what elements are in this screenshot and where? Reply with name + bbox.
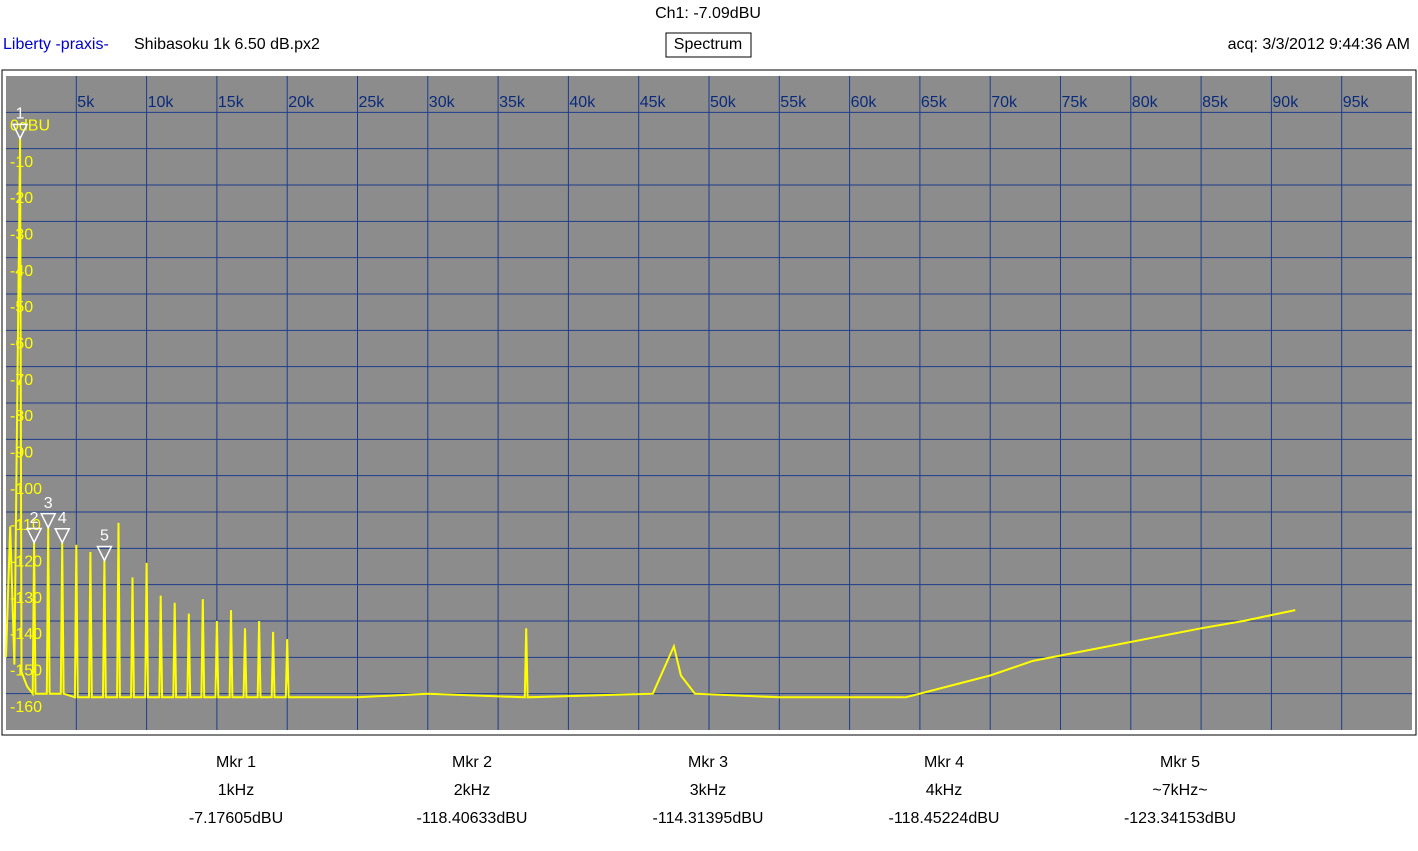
marker-value: -7.17605dBU: [189, 810, 283, 827]
y-tick-label: -10: [10, 154, 33, 171]
marker-value: -114.31395dBU: [653, 810, 764, 827]
y-tick-label: -20: [10, 190, 33, 207]
marker-name: Mkr 5: [1160, 754, 1200, 771]
marker-frequency: ~7kHz~: [1152, 782, 1207, 799]
channel-readout: Ch1: -7.09dBU: [655, 5, 761, 22]
x-tick-label: 45k: [640, 94, 667, 111]
acquired: acq: 3/3/2012 9:44:36 AM: [1228, 36, 1410, 53]
marker-value: -123.34153dBU: [1124, 810, 1236, 827]
spectrum-trace: [5, 138, 1296, 699]
x-tick-label: 85k: [1202, 94, 1229, 111]
x-tick-label: 50k: [710, 94, 737, 111]
marker: [25, 527, 43, 545]
marker-number: 2: [30, 510, 39, 527]
x-tick-label: 70k: [991, 94, 1018, 111]
y-tick-label: -40: [10, 263, 33, 280]
marker-name: Mkr 4: [924, 754, 964, 771]
marker-frequency: 2kHz: [454, 782, 490, 799]
x-tick-label: 95k: [1343, 94, 1370, 111]
marker: [54, 527, 71, 545]
y-tick-label: -50: [10, 299, 33, 316]
x-tick-label: 5k: [77, 94, 95, 111]
marker-name: Mkr 1: [216, 754, 256, 771]
marker-name: Mkr 2: [452, 754, 492, 771]
x-tick-label: 80k: [1132, 94, 1159, 111]
mode-box[interactable]: [665, 32, 752, 58]
marker: [96, 545, 113, 563]
x-tick-label: 90k: [1272, 94, 1299, 111]
x-tick-label: 10k: [148, 94, 175, 111]
x-tick-label: 75k: [1062, 94, 1089, 111]
marker-name: Mkr 3: [688, 754, 728, 771]
marker: [39, 512, 57, 530]
marker-frequency: 3kHz: [690, 782, 726, 799]
y-tick-label: -160: [10, 699, 42, 716]
marker-frequency: 4kHz: [926, 782, 962, 799]
y-tick-label: -110: [10, 517, 41, 534]
marker-frequency: 1kHz: [218, 782, 254, 799]
marker-value: -118.45224dBU: [889, 810, 1000, 827]
x-tick-label: 25k: [359, 94, 386, 111]
x-tick-label: 40k: [569, 94, 596, 111]
x-tick-label: 20k: [288, 94, 315, 111]
x-tick-label: 60k: [851, 94, 878, 111]
brand: Liberty -praxis-: [3, 36, 109, 53]
x-tick-label: 30k: [429, 94, 456, 111]
y-tick-label: -150: [10, 663, 42, 680]
mode[interactable]: Spectrum: [674, 36, 742, 53]
x-tick-label: 15k: [218, 94, 245, 111]
x-tick-label: 65k: [921, 94, 948, 111]
marker-number: 5: [100, 528, 109, 545]
marker-number: 3: [44, 495, 53, 512]
y-tick-label: 0dBU: [10, 118, 50, 135]
x-tick-label: 35k: [499, 94, 526, 111]
marker-value: -118.40633dBU: [417, 810, 528, 827]
y-tick-label: -100: [10, 481, 42, 498]
marker-number: 1: [16, 106, 25, 123]
x-tick-label: 55k: [780, 94, 807, 111]
marker: [11, 123, 29, 141]
marker-number: 4: [58, 510, 67, 527]
file-name: Shibasoku 1k 6.50 dB.px2: [134, 36, 320, 53]
y-tick-label: -30: [10, 227, 33, 244]
